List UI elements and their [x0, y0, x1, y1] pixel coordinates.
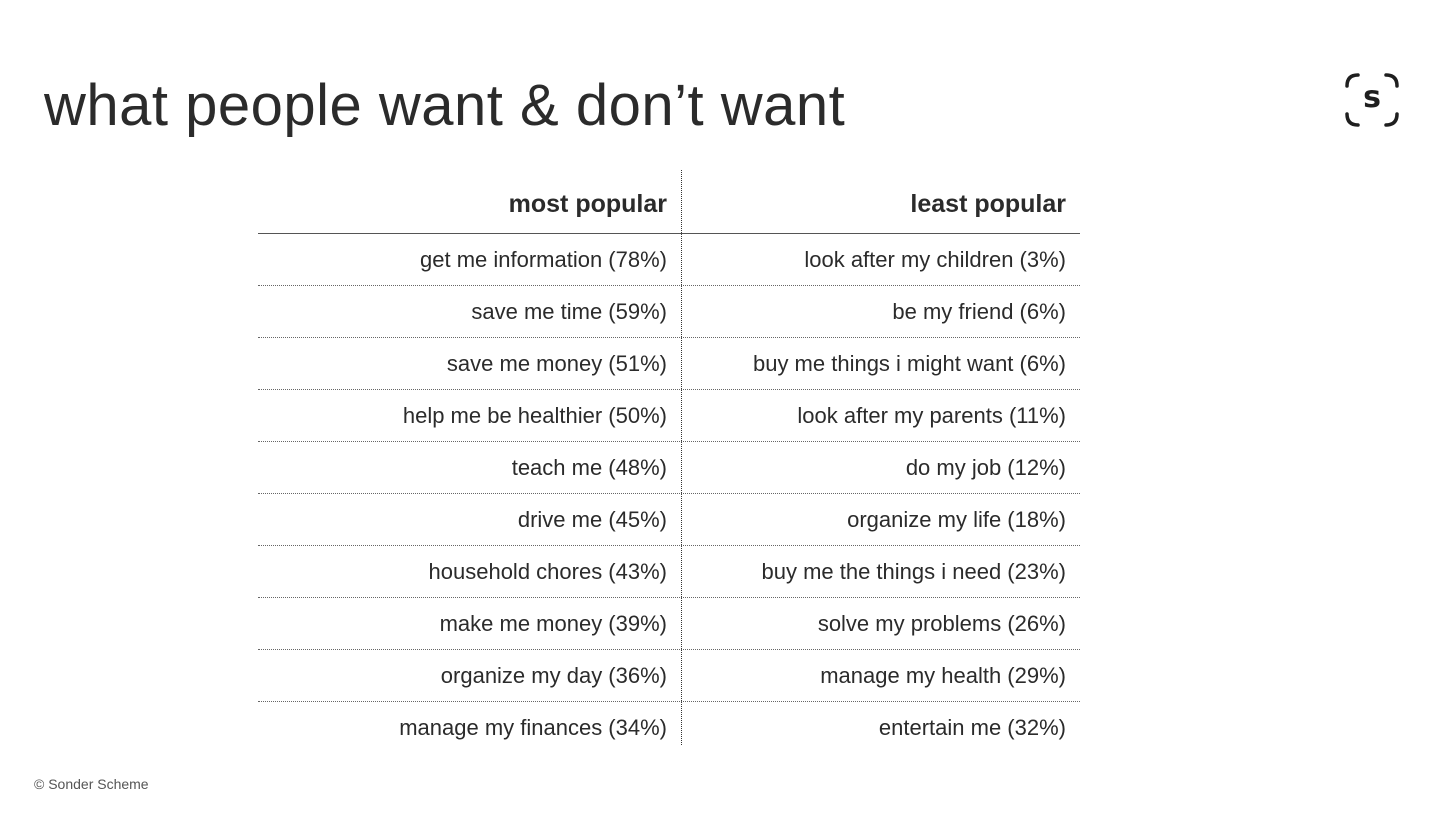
sonder-scheme-logo-icon: s	[1344, 72, 1400, 128]
page-title: what people want & don’t want	[44, 73, 846, 138]
column-divider	[681, 170, 682, 745]
most-popular-cell: organize my day (36%)	[440, 662, 667, 688]
table-row: drive me (45%) organize my life (18%)	[258, 494, 1080, 546]
table-row: household chores (43%) buy me the things…	[258, 546, 1080, 598]
header-most-popular: most popular	[508, 190, 667, 218]
most-popular-cell: manage my finances (34%)	[399, 714, 667, 740]
table-row: manage my finances (34%) entertain me (3…	[258, 702, 1080, 753]
least-popular-cell: manage my health (29%)	[820, 662, 1066, 688]
least-popular-cell: look after my children (3%)	[804, 246, 1066, 272]
least-popular-cell: solve my problems (26%)	[817, 610, 1066, 636]
logo-letter: s	[1363, 80, 1381, 115]
table-row: teach me (48%) do my job (12%)	[258, 442, 1080, 494]
table-header-row: most popular least popular	[258, 170, 1080, 234]
most-popular-cell: household chores (43%)	[428, 558, 667, 584]
table-row: save me money (51%) buy me things i migh…	[258, 338, 1080, 390]
least-popular-cell: do my job (12%)	[905, 454, 1066, 480]
most-popular-cell: get me information (78%)	[420, 246, 667, 272]
most-popular-cell: help me be healthier (50%)	[402, 402, 667, 428]
table-row: save me time (59%) be my friend (6%)	[258, 286, 1080, 338]
least-popular-cell: look after my parents (11%)	[797, 402, 1066, 428]
least-popular-cell: buy me the things i need (23%)	[761, 558, 1066, 584]
copyright-footer: © Sonder Scheme	[34, 776, 149, 792]
table-row: help me be healthier (50%) look after my…	[258, 390, 1080, 442]
table-body: get me information (78%) look after my c…	[258, 234, 1080, 753]
header-least-popular: least popular	[910, 190, 1066, 218]
most-popular-cell: drive me (45%)	[517, 506, 667, 532]
table-row: organize my day (36%) manage my health (…	[258, 650, 1080, 702]
most-popular-cell: teach me (48%)	[511, 454, 667, 480]
most-popular-cell: save me money (51%)	[446, 350, 667, 376]
least-popular-cell: entertain me (32%)	[878, 714, 1066, 740]
least-popular-cell: be my friend (6%)	[892, 298, 1066, 324]
most-popular-cell: make me money (39%)	[439, 610, 667, 636]
comparison-table: most popular least popular get me inform…	[258, 170, 1080, 745]
table-row: make me money (39%) solve my problems (2…	[258, 598, 1080, 650]
least-popular-cell: organize my life (18%)	[847, 506, 1066, 532]
most-popular-cell: save me time (59%)	[471, 298, 667, 324]
least-popular-cell: buy me things i might want (6%)	[752, 350, 1066, 376]
bracket-frame-icon	[1345, 73, 1399, 127]
table-row: get me information (78%) look after my c…	[258, 234, 1080, 286]
